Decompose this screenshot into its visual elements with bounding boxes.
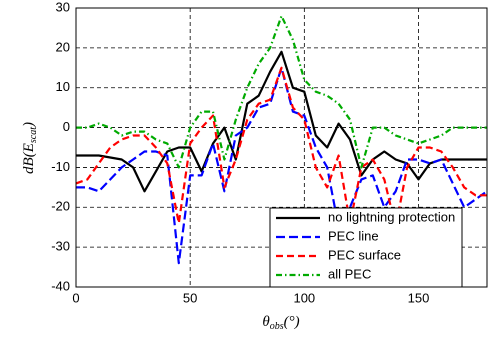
legend-label: all PEC: [328, 266, 371, 281]
y-label-main: dB(E: [21, 143, 37, 174]
legend-box: [269, 207, 463, 288]
legend-label: PEC line: [328, 228, 379, 243]
x-label-end: (°): [284, 314, 300, 330]
y-label-end: ): [21, 122, 37, 128]
y-tick-label: 0: [63, 119, 70, 134]
x-axis-label: θobs(°): [262, 314, 299, 332]
series-line: [75, 66, 487, 229]
y-tick-label: 10: [56, 79, 70, 94]
y-tick-label: -20: [51, 199, 70, 214]
y-tick-label: 30: [56, 0, 70, 14]
series-line: [76, 66, 488, 265]
y-tick-label: 20: [56, 39, 70, 54]
x-tick-label: 50: [183, 290, 197, 305]
y-tick-label: -10: [51, 159, 70, 174]
x-tick-label: 100: [293, 290, 315, 305]
y-label-sub: scat: [28, 127, 39, 143]
series-line: [76, 50, 487, 193]
x-tick-label: 0: [72, 290, 79, 305]
x-label-main: θ: [262, 314, 270, 330]
x-tick-label: 150: [408, 290, 430, 305]
series-line: [76, 14, 487, 169]
legend-label: no lightning protection: [328, 209, 455, 224]
y-axis-label: dB(Escat): [21, 122, 39, 174]
y-tick-label: -30: [51, 239, 70, 254]
y-tick-label: -40: [51, 278, 70, 293]
legend-label: PEC surface: [328, 247, 401, 262]
x-label-sub: obs: [270, 321, 284, 332]
